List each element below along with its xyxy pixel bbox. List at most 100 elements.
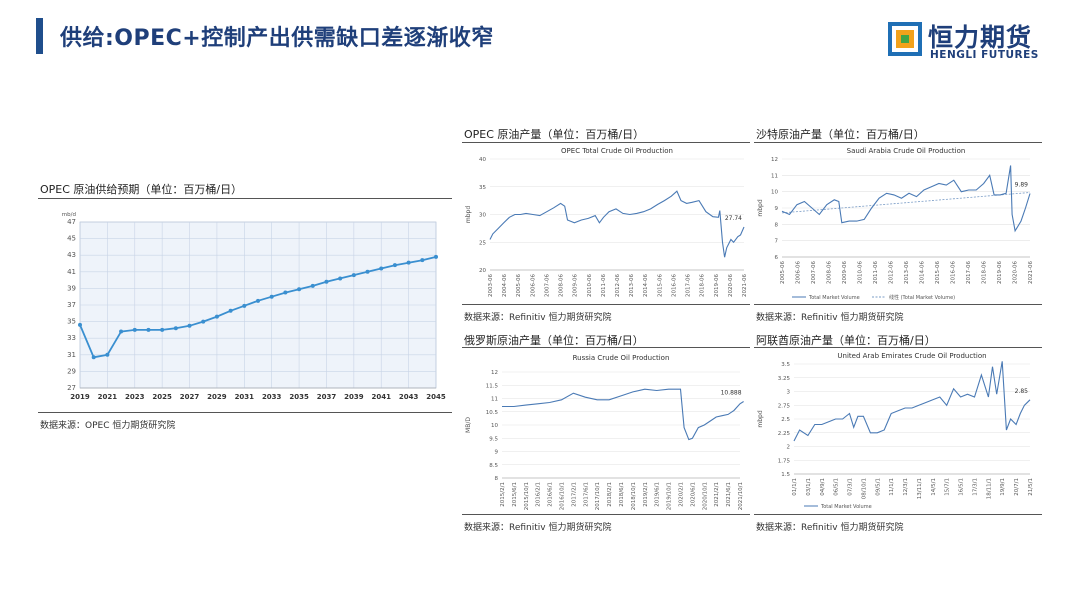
opec_prod-y-axis-label: mbpd	[465, 206, 472, 223]
saudi-x-tick-label: 2016-06	[951, 261, 957, 284]
opec_prod-x-tick-label: 2008-06	[559, 274, 565, 297]
opec_forecast-data-point	[132, 327, 137, 332]
saudi-legend-label: Total Market Volume	[808, 295, 860, 301]
russia-y-tick-label: 9.5	[489, 436, 498, 442]
saudi-y-axis-label: mbpd	[757, 199, 764, 216]
opec_forecast-y-tick-label: 45	[67, 235, 76, 243]
opec-prod-chart: OPEC Total Crude Oil Production 20 25 30 35 4…	[465, 147, 748, 297]
opec_prod-x-tick-label: 2013-06	[629, 274, 635, 297]
uae-y-tick-label: 2.75	[778, 403, 791, 409]
russia-title: 俄罗斯原油产量（单位：百万桶/日）	[464, 334, 644, 347]
opec_forecast-y-tick-label: 27	[67, 384, 76, 392]
russia-x-tick-label: 2018/10/1	[631, 482, 637, 510]
logo-en-text: HENGLI FUTURES	[930, 49, 1039, 61]
opec_forecast-data-point	[283, 290, 288, 295]
opec_forecast-x-tick-label: 2033	[262, 393, 282, 401]
saudi-chart: Saudi Arabia Crude Oil Production 6 7 8 9 10 1…	[757, 147, 1034, 301]
saudi-x-tick-label: 2014-06	[920, 261, 926, 284]
russia-x-tick-label: 2019/6/1	[655, 482, 661, 507]
opec_forecast-y-tick-label: 39	[67, 284, 76, 292]
opec_forecast-data-point	[392, 263, 397, 268]
opec_forecast-data-point	[228, 308, 233, 313]
russia-chart-title: Russia Crude Oil Production	[573, 354, 670, 362]
uae-y-tick-label: 2	[787, 445, 791, 451]
opec_forecast-y-tick-label: 29	[67, 367, 76, 375]
uae-x-tick-label: 21/5/1	[1028, 478, 1034, 496]
opec_prod-chart-title: OPEC Total Crude Oil Production	[561, 147, 673, 155]
uae-y-tick-label: 1.75	[778, 458, 791, 464]
saudi-x-tick-label: 2011-06	[873, 261, 879, 284]
russia-y-tick-label: 11	[491, 397, 498, 403]
opec_prod-x-tick-label: 2006-06	[530, 274, 536, 297]
uae-x-tick-label: 15/7/1	[945, 478, 951, 496]
russia-x-tick-label: 2019/10/1	[667, 482, 673, 510]
opec_forecast-y-tick-label: 43	[67, 251, 76, 259]
opec_forecast-y-tick-label: 31	[67, 351, 76, 359]
opec-forecast-bottom-rule	[38, 412, 452, 413]
russia-x-tick-label: 2016/10/1	[560, 482, 566, 510]
uae-x-tick-label: 16/5/1	[959, 478, 965, 496]
uae-x-tick-label: 14/5/1	[931, 478, 937, 496]
opec_forecast-x-tick-label: 2041	[371, 393, 391, 401]
uae-y-tick-label: 2.25	[778, 431, 791, 437]
saudi-x-tick-label: 2019-06	[997, 261, 1003, 284]
opec_prod-y-tick-label: 25	[479, 240, 486, 246]
opec_forecast-data-point	[338, 276, 343, 281]
russia-end-value-label: 10.888	[721, 389, 742, 396]
opec_prod-x-tick-label: 2003-06	[488, 274, 494, 297]
opec_forecast-data-point	[214, 314, 219, 319]
company-logo: 恒力期货 HENGLI FUTURES	[888, 18, 1058, 66]
uae-title: 阿联酋原油产量（单位：百万桶/日）	[756, 334, 936, 347]
opec_forecast-data-point	[242, 303, 247, 308]
russia-x-tick-label: 2015/10/1	[524, 482, 530, 510]
saudi-x-tick-label: 2008-06	[827, 261, 833, 284]
opec-forecast-title: OPEC 原油供给预期（单位：百万桶/日）	[40, 183, 243, 196]
opec_forecast-data-point	[201, 319, 206, 324]
russia-y-tick-label: 9	[495, 450, 499, 456]
opec_prod-x-tick-label: 2020-06	[728, 274, 734, 297]
russia-x-tick-label: 2015/6/1	[512, 482, 518, 507]
opec_forecast-data-point	[119, 329, 124, 334]
uae-x-tick-label: 17/3/1	[972, 478, 978, 496]
saudi-x-tick-label: 2020-06	[1013, 261, 1019, 284]
opec_forecast-data-point	[434, 254, 438, 259]
opec_forecast-x-tick-label: 2031	[235, 393, 255, 401]
opec_forecast-x-tick-label: 2039	[344, 393, 364, 401]
russia-x-tick-label: 2021/6/1	[726, 482, 732, 507]
uae-bottom-rule	[754, 514, 1042, 515]
uae-x-tick-label: 01/1/1	[792, 478, 798, 496]
russia-x-tick-label: 2019/2/1	[643, 482, 649, 507]
opec_forecast-data-point	[310, 283, 315, 288]
russia-x-tick-label: 2015/2/1	[500, 482, 506, 507]
opec_forecast-x-tick-label: 2019	[70, 393, 90, 401]
opec_forecast-x-tick-label: 2023	[125, 393, 145, 401]
uae-end-value-label: 2.85	[1015, 388, 1029, 395]
uae-x-tick-label: 09/5/1	[875, 478, 881, 496]
russia-x-tick-label: 2016/6/1	[548, 482, 554, 507]
opec_prod-x-tick-label: 2011-06	[601, 274, 607, 297]
uae-top-rule	[754, 347, 1042, 348]
opec_forecast-data-point	[173, 326, 178, 331]
russia-y-axis-label: MB/D	[465, 417, 472, 433]
saudi-x-tick-label: 2009-06	[842, 261, 848, 284]
opec_forecast-data-point	[256, 298, 260, 303]
opec_forecast-x-tick-label: 2043	[399, 393, 419, 401]
title-accent-bar	[36, 18, 43, 54]
opec_forecast-data-point	[406, 260, 411, 265]
saudi-x-tick-label: 2013-06	[904, 261, 910, 284]
opec_forecast-data-point	[297, 287, 302, 292]
opec_prod-x-tick-label: 2016-06	[671, 274, 677, 297]
uae-x-tick-label: 18/11/1	[986, 478, 992, 499]
saudi-source: 数据来源：Refinitiv 恒力期货研究院	[756, 313, 904, 323]
russia-x-tick-label: 2017/10/1	[595, 482, 601, 510]
opec-prod-title: OPEC 原油产量（单位：百万桶/日）	[464, 128, 645, 141]
russia-y-tick-label: 10.5	[486, 410, 499, 416]
opec_forecast-data-point	[105, 352, 110, 357]
saudi-bottom-rule	[754, 304, 1042, 305]
opec_forecast-x-tick-label: 2037	[317, 393, 337, 401]
saudi-top-rule	[754, 142, 1042, 143]
saudi-trend-line	[781, 192, 1031, 214]
russia-y-tick-label: 12	[491, 370, 498, 376]
opec_forecast-y-tick-label: 33	[67, 334, 76, 342]
saudi-series-line	[781, 165, 1031, 233]
